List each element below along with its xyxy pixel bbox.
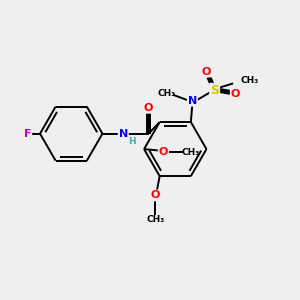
- Text: N: N: [188, 96, 197, 106]
- Text: O: O: [202, 67, 211, 76]
- Text: O: O: [144, 103, 153, 113]
- Text: N: N: [118, 129, 128, 139]
- Text: O: O: [231, 89, 240, 99]
- Text: H: H: [128, 137, 135, 146]
- Text: CH₃: CH₃: [158, 89, 176, 98]
- Text: O: O: [159, 147, 168, 157]
- Text: F: F: [24, 129, 31, 139]
- Text: CH₃: CH₃: [146, 215, 164, 224]
- Text: S: S: [210, 84, 219, 97]
- Text: CH₃: CH₃: [241, 76, 259, 85]
- Text: O: O: [151, 190, 160, 200]
- Text: CH₃: CH₃: [181, 148, 199, 157]
